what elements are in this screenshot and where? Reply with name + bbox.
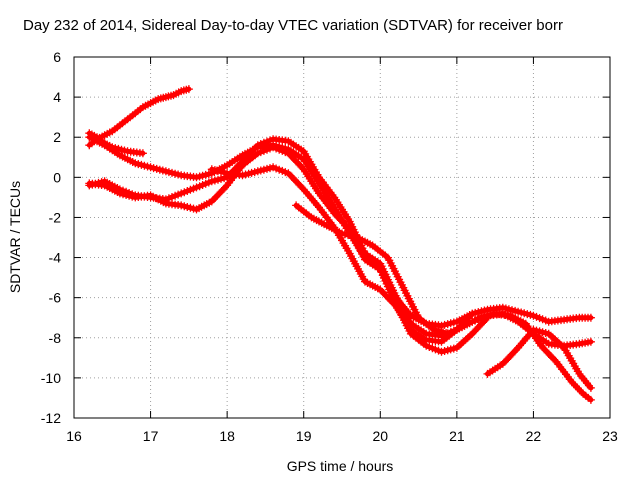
y-tick-label: 0	[53, 169, 61, 185]
x-tick-label: 18	[219, 428, 235, 444]
series-f	[208, 163, 595, 349]
x-tick-label: 19	[296, 428, 312, 444]
series-line	[296, 205, 591, 400]
y-tick-label: -2	[49, 209, 62, 225]
x-tick-label: 23	[602, 428, 618, 444]
series-line	[89, 147, 487, 351]
chart-title: Day 232 of 2014, Sidereal Day-to-day VTE…	[23, 17, 563, 34]
sdtvar-chart: Day 232 of 2014, Sidereal Day-to-day VTE…	[0, 0, 640, 480]
y-tick-label: -6	[49, 290, 62, 306]
y-tick-label: -8	[49, 330, 62, 346]
x-tick-label: 21	[449, 428, 465, 444]
y-tick-label: 2	[53, 129, 61, 145]
y-tick-label: 6	[53, 49, 61, 65]
series-markers	[208, 163, 595, 349]
series-layer	[85, 85, 595, 404]
y-tick-label: -10	[41, 370, 61, 386]
y-axis-label: SDTVAR / TECUs	[7, 181, 23, 293]
series-g	[292, 201, 595, 404]
x-tick-label: 22	[526, 428, 542, 444]
series-markers	[292, 201, 595, 404]
x-axis-label: GPS time / hours	[287, 458, 394, 474]
x-tick-label: 20	[372, 428, 388, 444]
y-tick-label: 4	[53, 89, 61, 105]
tick-layer: 16 17 18 19 20 21 22 23 -12 -10 -8 -6 -4 -2 0 2 4 6	[41, 49, 618, 444]
y-tick-label: -4	[49, 250, 62, 266]
x-tick-label: 16	[66, 428, 82, 444]
y-tick-label: -12	[41, 410, 61, 426]
x-tick-label: 17	[143, 428, 159, 444]
